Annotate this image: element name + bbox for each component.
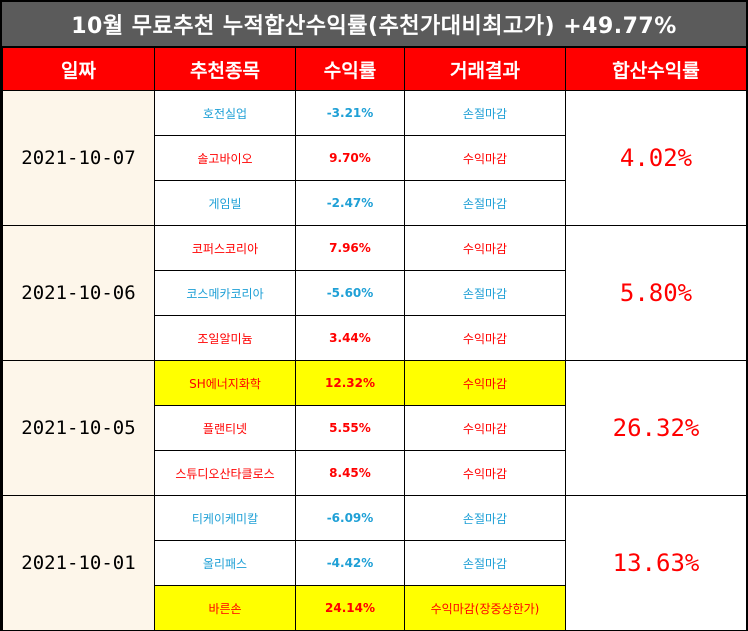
return-rate-cell: 5.55% — [295, 405, 405, 451]
stock-name-cell: 티케이케미칼 — [154, 495, 296, 541]
table-row: 2021-10-05 SH에너지화학 12.32% 수익마감 26.32% — [2, 360, 747, 496]
trade-result-cell: 손절마감 — [404, 180, 566, 226]
return-rate-cell: -6.09% — [295, 495, 405, 541]
table-row: 게임빌 -2.47% 손절마감 — [3, 180, 747, 226]
stock-name-cell: 올리패스 — [154, 540, 296, 586]
stock-name-cell: 바른손 — [154, 585, 296, 631]
trade-result-cell: 수익마감 — [404, 315, 566, 361]
return-rate-cell: -4.42% — [295, 540, 405, 586]
header-return: 수익률 — [295, 47, 405, 91]
return-rate-cell: -5.60% — [295, 270, 405, 316]
trade-result-cell: 수익마감 — [404, 135, 566, 181]
stock-name-cell: 게임빌 — [154, 180, 296, 226]
header-stock: 추천종목 — [154, 47, 296, 91]
total-return-cell: 13.63% — [565, 495, 747, 631]
return-rate-cell: 12.32% — [295, 360, 405, 406]
table-row: 솔고바이오 9.70% 수익마감 — [3, 135, 747, 181]
stock-name-cell: 스튜디오산타클로스 — [154, 450, 296, 496]
return-rate-cell: 3.44% — [295, 315, 405, 361]
table-row: 플랜티넷 5.55% 수익마감 — [3, 405, 747, 451]
table-row: 올리패스 -4.42% 손절마감 — [3, 540, 747, 586]
return-rate-cell: -2.47% — [295, 180, 405, 226]
trade-result-cell: 수익마감 — [404, 360, 566, 406]
trade-result-cell: 손절마감 — [404, 540, 566, 586]
trade-result-cell: 손절마감 — [404, 270, 566, 316]
stock-name-cell: 코스메카코리아 — [154, 270, 296, 316]
return-rate-cell: 9.70% — [295, 135, 405, 181]
date-cell: 2021-10-07 — [2, 90, 155, 226]
table-body: 2021-10-07 호전실업 -3.21% 손절마감 4.02% 솔고바이오 9.70% 수… — [2, 90, 747, 631]
total-return-cell: 4.02% — [565, 90, 747, 226]
total-return-cell: 5.80% — [565, 225, 747, 361]
stock-name-cell: 플랜티넷 — [154, 405, 296, 451]
table-row: 스튜디오산타클로스 8.45% 수익마감 — [3, 450, 747, 496]
table-row: 2021-10-01 티케이케미칼 -6.09% 손절마감 13.63% — [2, 495, 747, 631]
return-rate-cell: 7.96% — [295, 225, 405, 271]
trade-result-cell: 손절마감 — [404, 495, 566, 541]
trade-result-cell: 수익마감 — [404, 405, 566, 451]
table-row: 코스메카코리아 -5.60% 손절마감 — [3, 270, 747, 316]
return-rate-cell: 8.45% — [295, 450, 405, 496]
recommendation-table: 일짜 추천종목 수익률 거래결과 합산수익률 2021-10-07 호전실업 -3.… — [2, 47, 747, 631]
header-result: 거래결과 — [404, 47, 566, 91]
header-date: 일짜 — [2, 47, 155, 91]
trade-result-cell: 수익마감 — [404, 225, 566, 271]
stock-name-cell: SH에너지화학 — [154, 360, 296, 406]
stock-name-cell: 코퍼스코리아 — [154, 225, 296, 271]
table-row: 2021-10-07 호전실업 -3.21% 손절마감 4.02% — [2, 90, 747, 226]
return-rate-cell: -3.21% — [295, 90, 405, 136]
date-cell: 2021-10-06 — [2, 225, 155, 361]
page-title: 10월 무료추천 누적합산수익률(추천가대비최고가) +49.77% — [2, 2, 746, 46]
header-row: 일짜 추천종목 수익률 거래결과 합산수익률 — [2, 47, 747, 91]
trade-result-cell: 수익마감 — [404, 450, 566, 496]
trade-result-cell: 손절마감 — [404, 90, 566, 136]
table-row: 바른손 24.14% 수익마감(장중상한가) — [3, 585, 747, 631]
date-cell: 2021-10-01 — [2, 495, 155, 631]
return-rate-cell: 24.14% — [295, 585, 405, 631]
stock-name-cell: 솔고바이오 — [154, 135, 296, 181]
trade-result-cell: 수익마감(장중상한가) — [404, 585, 566, 631]
date-cell: 2021-10-05 — [2, 360, 155, 496]
table-row: 2021-10-06 코퍼스코리아 7.96% 수익마감 5.80% — [2, 225, 747, 361]
total-return-cell: 26.32% — [565, 360, 747, 496]
stock-name-cell: 호전실업 — [154, 90, 296, 136]
header-total-return: 합산수익률 — [565, 47, 747, 91]
table-row: 조일알미늄 3.44% 수익마감 — [3, 315, 747, 361]
stock-name-cell: 조일알미늄 — [154, 315, 296, 361]
